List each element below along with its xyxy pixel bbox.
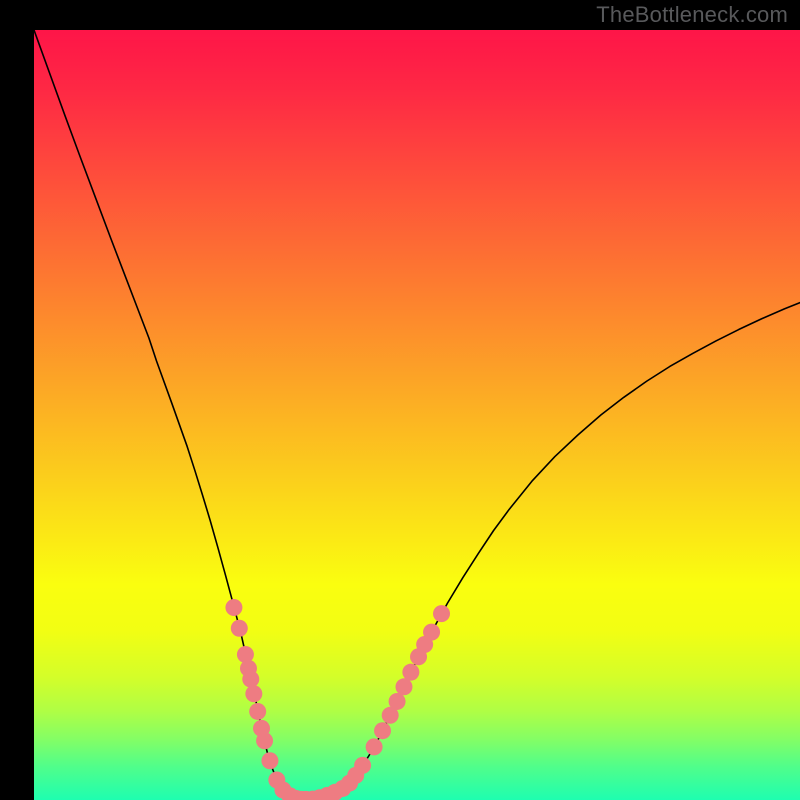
data-marker (402, 664, 419, 681)
gradient-background (34, 30, 800, 800)
data-marker (374, 722, 391, 739)
chart-frame: TheBottleneck.com (0, 0, 800, 800)
watermark-text: TheBottleneck.com (596, 2, 788, 28)
data-marker (231, 620, 248, 637)
data-marker (249, 703, 266, 720)
data-marker (242, 671, 259, 688)
bottleneck-curve-chart (34, 30, 800, 800)
data-marker (423, 624, 440, 641)
data-marker (245, 685, 262, 702)
data-marker (225, 599, 242, 616)
data-marker (389, 693, 406, 710)
data-marker (433, 605, 450, 622)
data-marker (366, 738, 383, 755)
data-marker (395, 678, 412, 695)
data-marker (256, 732, 273, 749)
data-marker (261, 752, 278, 769)
data-marker (354, 757, 371, 774)
